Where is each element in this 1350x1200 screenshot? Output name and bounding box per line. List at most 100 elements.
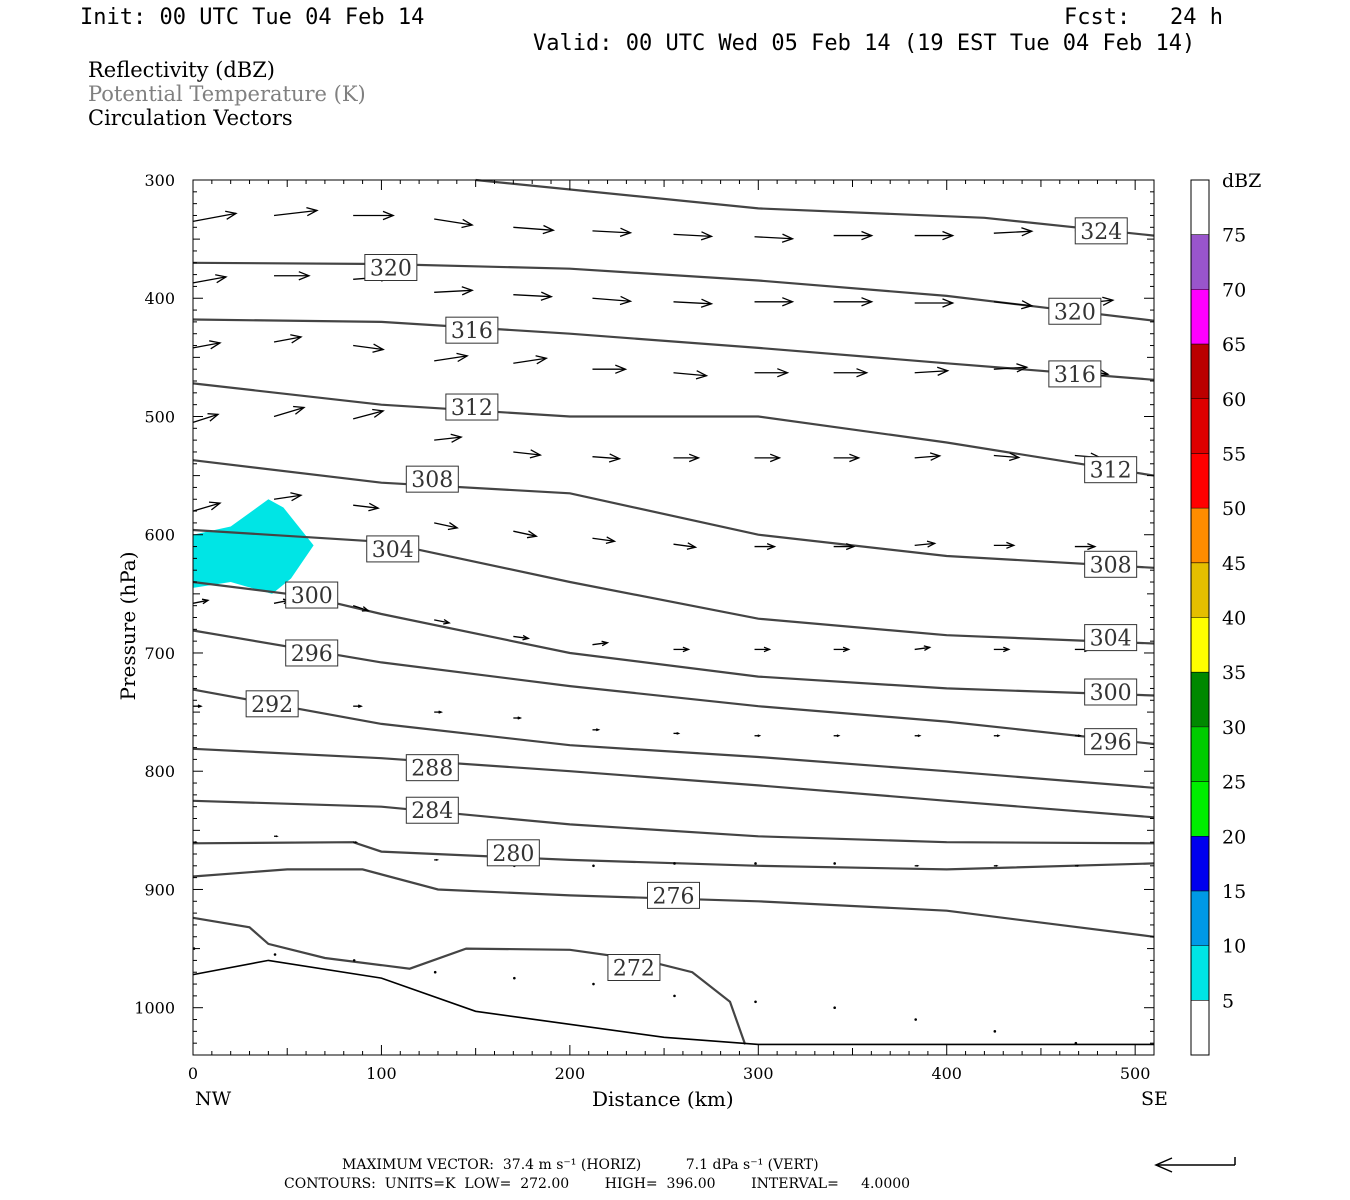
circulation-vector bbox=[914, 452, 942, 461]
svg-text:316: 316 bbox=[1054, 363, 1096, 388]
circulation-vector bbox=[192, 274, 228, 284]
circulation-vector bbox=[192, 210, 238, 223]
colorbar-segment bbox=[1191, 398, 1209, 454]
circulation-vector bbox=[434, 618, 451, 625]
forecast-hour: Fcst: 24 h bbox=[1064, 5, 1223, 30]
circulation-vector bbox=[353, 841, 358, 844]
circulation-vector bbox=[274, 835, 279, 838]
isentrope-288 bbox=[192, 747, 1155, 819]
circulation-vector bbox=[513, 634, 531, 641]
circulation-vector bbox=[353, 210, 395, 221]
circulation-vector bbox=[434, 710, 444, 714]
y-axis-label: Pressure (hPa) bbox=[116, 551, 140, 701]
circulation-vector bbox=[993, 1030, 997, 1033]
circulation-vector bbox=[592, 453, 622, 463]
colorbar-label: 50 bbox=[1222, 498, 1246, 520]
axis-layer: 0 100 200 300 400 500 300 400 500 600 700 800 900 100… bbox=[134, 171, 1155, 1083]
colorbar-segment bbox=[1191, 289, 1209, 345]
isentrope-316 bbox=[192, 318, 1155, 381]
circulation-vector bbox=[914, 540, 937, 548]
isentrope-312 bbox=[192, 382, 1155, 477]
circulation-vector bbox=[833, 734, 841, 738]
circulation-vector bbox=[433, 970, 437, 974]
colorbar-segment bbox=[1191, 726, 1209, 782]
contour-label-280: 280 bbox=[486, 839, 540, 867]
circulation-vector bbox=[273, 334, 303, 344]
isentrope-292 bbox=[192, 688, 1155, 789]
colorbar-label: 70 bbox=[1222, 279, 1246, 301]
circulation-vector bbox=[673, 994, 676, 998]
circulation-vector bbox=[592, 864, 595, 868]
circulation-vector bbox=[754, 1000, 757, 1004]
colorbar-segment bbox=[1191, 672, 1209, 727]
colorbar-segment bbox=[1191, 453, 1209, 509]
circulation-vector bbox=[754, 233, 795, 243]
circulation-vector bbox=[352, 959, 356, 962]
init-time: Init: 00 UTC Tue 04 Feb 14 bbox=[80, 5, 425, 30]
contour-label-layer: 324 320 320 316 316 312 312 308 308 304 304 300 300 2… bbox=[245, 217, 1138, 982]
circulation-vector bbox=[833, 646, 851, 653]
circulation-vector bbox=[833, 453, 861, 463]
circulation-vector bbox=[273, 492, 303, 502]
circulation-vector bbox=[673, 862, 676, 865]
colorbar-segment bbox=[1191, 234, 1209, 290]
colorbar-segment bbox=[1191, 945, 1209, 1001]
circulation-vector bbox=[993, 541, 1016, 549]
y-tick-label: 400 bbox=[144, 289, 175, 308]
svg-text:272: 272 bbox=[613, 957, 655, 982]
colorbar-label: 60 bbox=[1222, 389, 1246, 411]
circulation-vector bbox=[513, 449, 543, 459]
circulation-vector bbox=[352, 605, 370, 612]
contour-label-324: 324 bbox=[1074, 217, 1128, 245]
reflectivity-layer bbox=[193, 499, 314, 594]
circulation-vector bbox=[434, 286, 474, 296]
circulation-vector bbox=[434, 352, 469, 363]
field-potential-temperature: Potential Temperature (K) bbox=[88, 82, 366, 106]
isentrope-296 bbox=[192, 629, 1155, 746]
circulation-vector bbox=[513, 355, 549, 365]
circulation-vector bbox=[592, 982, 595, 986]
circulation-vector bbox=[1074, 734, 1082, 738]
colorbar-label: 75 bbox=[1222, 225, 1246, 247]
contour-label-316: 316 bbox=[1048, 360, 1102, 388]
isentrope-308 bbox=[192, 459, 1155, 569]
y-tick-label: 300 bbox=[144, 171, 175, 190]
vector-layer bbox=[192, 206, 1115, 1045]
circulation-vector bbox=[754, 368, 790, 378]
circulation-vector bbox=[914, 734, 922, 738]
svg-text:304: 304 bbox=[372, 538, 414, 563]
svg-text:308: 308 bbox=[1090, 553, 1132, 578]
svg-text:300: 300 bbox=[291, 584, 333, 609]
colorbar-label: 30 bbox=[1222, 717, 1246, 739]
contour-label-308: 308 bbox=[1084, 550, 1138, 578]
svg-text:308: 308 bbox=[411, 468, 453, 493]
svg-text:300: 300 bbox=[1090, 681, 1132, 706]
colorbar-segment bbox=[1191, 562, 1209, 618]
colorbar-segment bbox=[1191, 344, 1209, 399]
reflectivity-region-5dbz bbox=[193, 499, 314, 594]
colorbar-segment bbox=[1191, 1000, 1209, 1055]
svg-text:312: 312 bbox=[451, 396, 493, 421]
x-tick-label: 300 bbox=[743, 1064, 774, 1083]
x-tick-label: 100 bbox=[366, 1064, 397, 1083]
circulation-vector bbox=[274, 271, 311, 281]
circulation-vector bbox=[993, 227, 1034, 237]
colorbar-label: 10 bbox=[1222, 936, 1246, 958]
circulation-vector bbox=[513, 976, 516, 980]
contour-label-292: 292 bbox=[245, 690, 299, 718]
circulation-vector bbox=[833, 368, 869, 378]
circulation-vector bbox=[754, 646, 772, 653]
circulation-vector bbox=[993, 646, 1011, 653]
x-end-label-se: SE bbox=[1141, 1088, 1168, 1110]
svg-text:292: 292 bbox=[251, 693, 293, 718]
circulation-vector bbox=[192, 598, 210, 605]
valid-time: Valid: 00 UTC Wed 05 Feb 14 (19 EST Tue … bbox=[533, 31, 1196, 56]
svg-text:324: 324 bbox=[1080, 220, 1122, 245]
contour-label-308: 308 bbox=[405, 465, 459, 493]
circulation-vector bbox=[914, 1018, 917, 1021]
circulation-vector bbox=[754, 734, 762, 738]
circulation-vector bbox=[914, 366, 950, 376]
colorbar-segment bbox=[1191, 890, 1209, 946]
isentrope-272 bbox=[192, 916, 747, 1045]
